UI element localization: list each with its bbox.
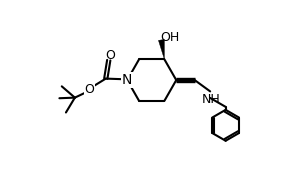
Polygon shape [158, 39, 164, 59]
Text: O: O [84, 83, 94, 96]
Text: O: O [105, 49, 115, 62]
Text: N: N [122, 73, 132, 87]
Text: OH: OH [160, 31, 179, 44]
Text: NH: NH [202, 93, 220, 106]
